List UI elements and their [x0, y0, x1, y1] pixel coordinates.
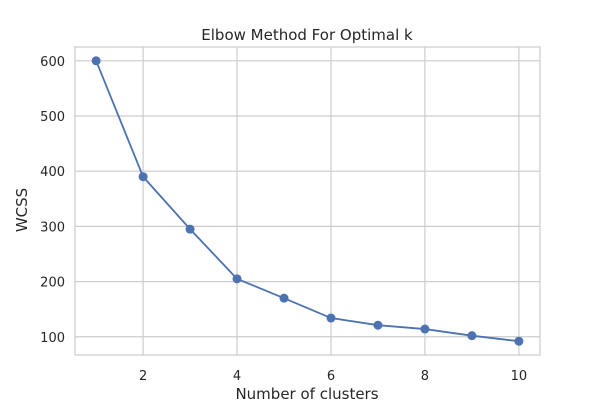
data-point [373, 320, 383, 330]
data-point [467, 331, 477, 341]
data-point [232, 274, 242, 284]
data-point [138, 172, 148, 182]
y-tick-label: 400 [40, 165, 65, 180]
y-axis-title: WCSS [13, 188, 31, 232]
x-tick-label: 6 [327, 369, 335, 384]
data-point [420, 324, 430, 334]
y-tick-label: 600 [40, 55, 65, 70]
data-point [514, 336, 524, 346]
y-tick-label: 100 [40, 331, 65, 346]
data-point [326, 313, 336, 323]
x-tick-label: 4 [233, 369, 241, 384]
data-point [91, 56, 101, 66]
data-point [279, 293, 289, 303]
grid-lines [75, 47, 540, 355]
chart-title: Elbow Method For Optimal k [201, 26, 413, 44]
axis-ticks: 2 4 6 8 10 100 200 300 400 500 600 [40, 55, 527, 384]
series-line [95, 60, 519, 343]
y-tick-label: 300 [40, 220, 65, 235]
x-tick-label: 2 [139, 369, 147, 384]
series-wcss [91, 56, 524, 346]
y-tick-label: 200 [40, 276, 65, 291]
x-axis-title: Number of clusters [235, 385, 378, 400]
plot-frame [74, 46, 541, 356]
x-tick-label: 8 [421, 369, 429, 384]
x-tick-label: 10 [511, 369, 528, 384]
data-point [185, 224, 195, 234]
y-tick-label: 500 [40, 110, 65, 125]
